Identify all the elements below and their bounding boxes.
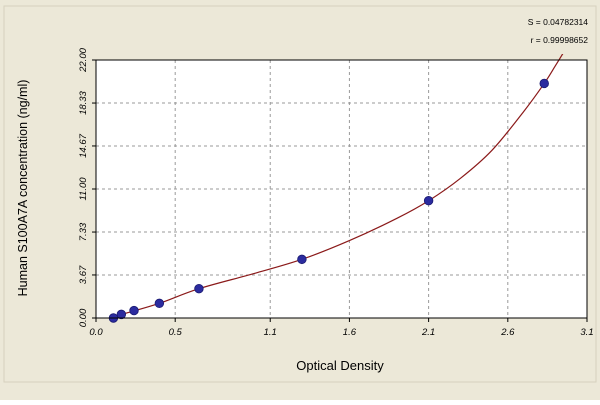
x-tick-label: 0.0 (89, 327, 103, 338)
y-tick-label: 7.33 (78, 222, 89, 241)
fit-curve (110, 54, 564, 318)
data-point (423, 196, 434, 206)
y-axis-label: Human S100A7A concentration (ng/ml) (16, 80, 30, 297)
y-tick-label: 3.67 (78, 265, 89, 284)
x-tick-label: 2.6 (500, 327, 515, 338)
stat-r-value: r = 0.99998652 (531, 35, 589, 45)
y-tick-label: 14.67 (78, 133, 89, 157)
data-point (116, 309, 127, 320)
data-point (297, 254, 307, 265)
y-tick-label: 18.33 (78, 90, 89, 114)
gridlines (96, 60, 587, 318)
data-point (129, 305, 139, 316)
axis-ticks: 0.0 0.5 1.1 1.6 2.1 2.6 3.1 0.00 3.67 7.33 11.00 14… (78, 47, 594, 338)
y-tick-label: 11.00 (78, 177, 89, 201)
data-point (154, 298, 165, 309)
x-axis-label: Optical Density (296, 358, 384, 373)
x-tick-label: 2.1 (421, 327, 435, 338)
y-tick-label: 0.00 (78, 308, 89, 327)
x-tick-label: 0.5 (169, 327, 183, 338)
data-point (194, 283, 204, 294)
x-tick-label: 1.1 (264, 327, 277, 338)
data-point (539, 78, 549, 89)
data-points-layer (108, 78, 549, 323)
x-tick-label: 3.1 (580, 327, 593, 338)
plot-frame (95, 59, 588, 319)
x-tick-label: 1.6 (343, 327, 357, 338)
fit-curve-layer (110, 54, 564, 318)
stat-s-value: S = 0.04782314 (528, 17, 589, 27)
y-tick-label: 22.00 (78, 47, 89, 72)
